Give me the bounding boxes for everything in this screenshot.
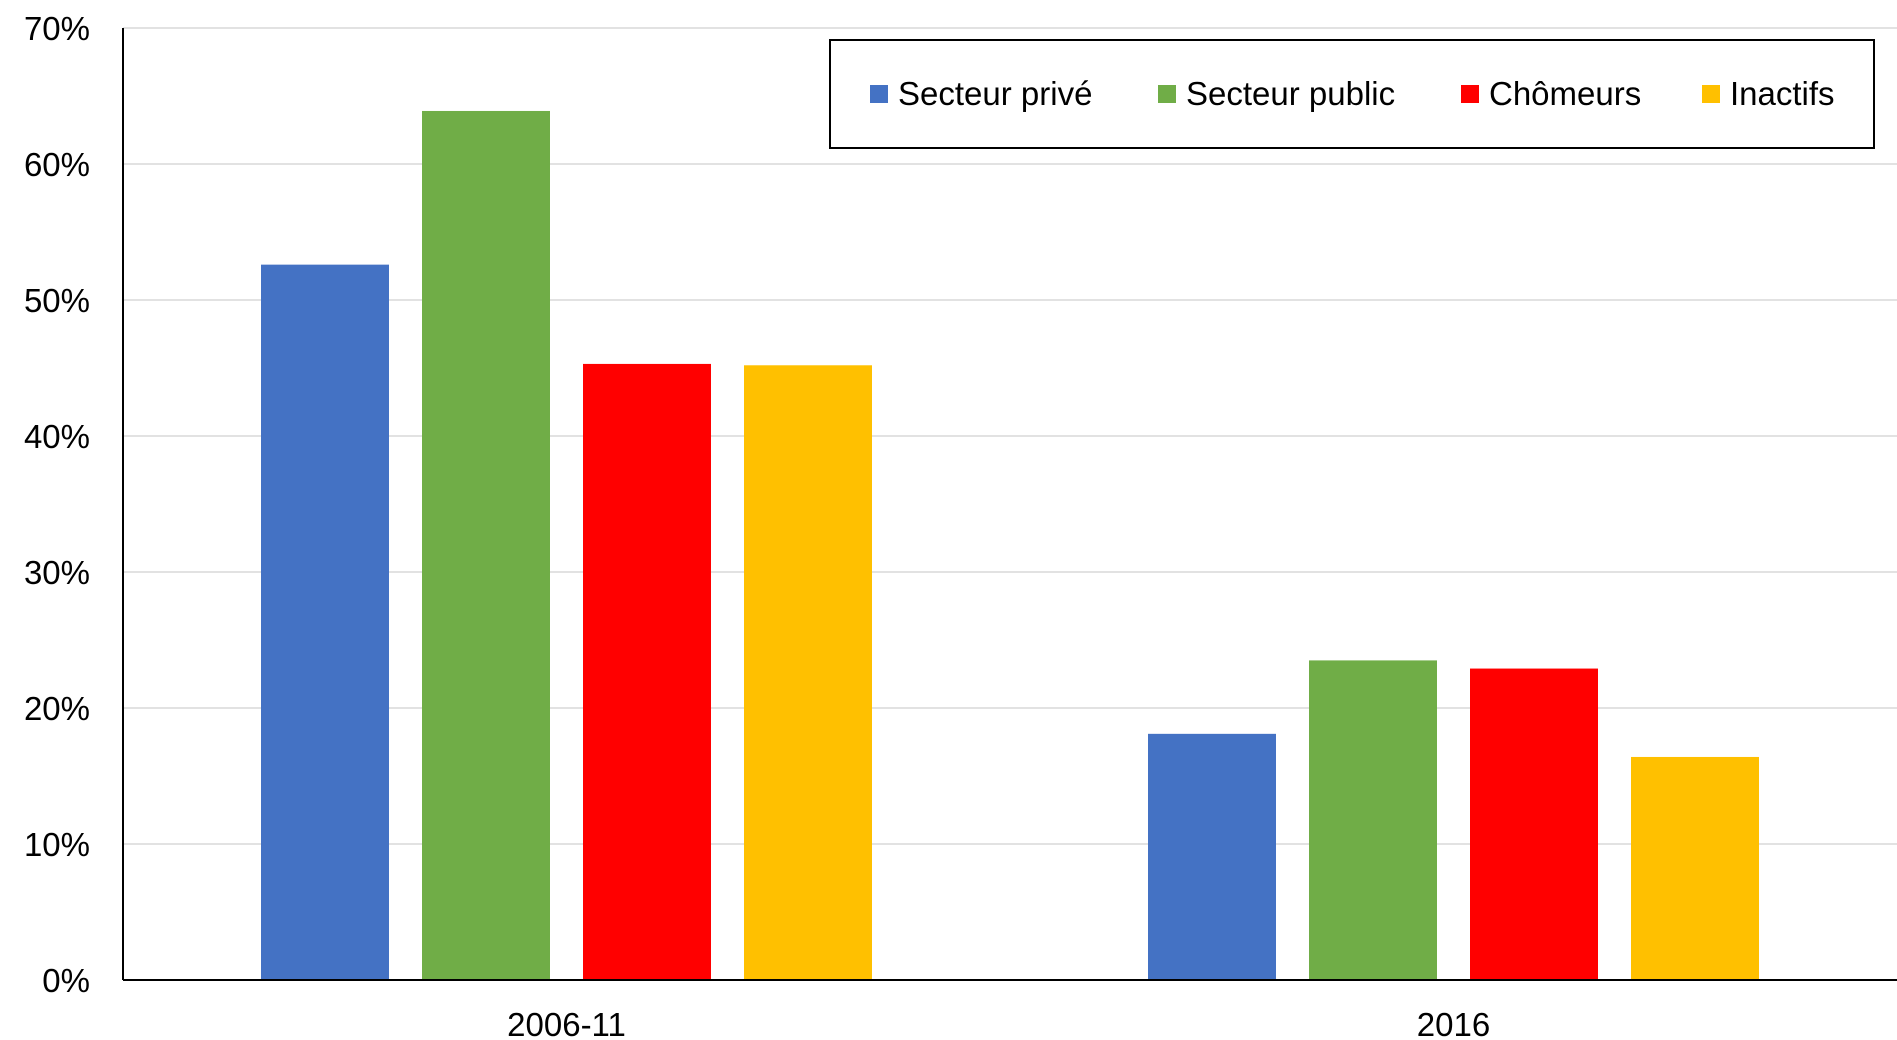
bar-2006-11-secteur-priv- xyxy=(261,264,389,980)
x-category-label: 2006-11 xyxy=(507,1006,626,1040)
legend-box xyxy=(829,39,1875,149)
legend-label: Inactifs xyxy=(1730,75,1835,112)
bar-2006-11-inactifs xyxy=(744,365,872,980)
legend: Secteur privé Secteur public Chômeurs Inact… xyxy=(829,39,1875,149)
bar-2006-11-secteur-public xyxy=(422,110,550,980)
legend-swatch xyxy=(870,85,888,103)
bar-2016-ch-meurs xyxy=(1470,668,1598,980)
y-tick-label: 20% xyxy=(24,690,90,727)
x-axis-category-labels: 2006-11 2016 xyxy=(507,1006,1490,1040)
legend-swatch xyxy=(1702,85,1720,103)
legend-label: Chômeurs xyxy=(1489,75,1641,112)
y-tick-label: 70% xyxy=(24,10,90,47)
legend-label: Secteur public xyxy=(1186,75,1395,112)
axes xyxy=(122,28,1897,981)
gridlines xyxy=(123,27,1897,845)
bars xyxy=(261,110,1759,980)
y-tick-label: 30% xyxy=(24,554,90,591)
y-tick-label: 10% xyxy=(24,826,90,863)
y-tick-label: 60% xyxy=(24,146,90,183)
bar-2016-secteur-public xyxy=(1309,660,1437,980)
bar-2006-11-ch-meurs xyxy=(583,363,711,980)
y-tick-label: 50% xyxy=(24,282,90,319)
y-axis-tick-labels: 0% 10% 20% 30% 40% 50% 60% 70% xyxy=(24,10,90,999)
y-tick-label: 0% xyxy=(42,962,90,999)
bar-2016-secteur-priv- xyxy=(1148,733,1276,980)
legend-label: Secteur privé xyxy=(898,75,1092,112)
legend-swatch xyxy=(1461,85,1479,103)
y-tick-label: 40% xyxy=(24,418,90,455)
bar-2016-inactifs xyxy=(1631,756,1759,980)
x-category-label: 2016 xyxy=(1417,1006,1490,1040)
legend-swatch xyxy=(1158,85,1176,103)
